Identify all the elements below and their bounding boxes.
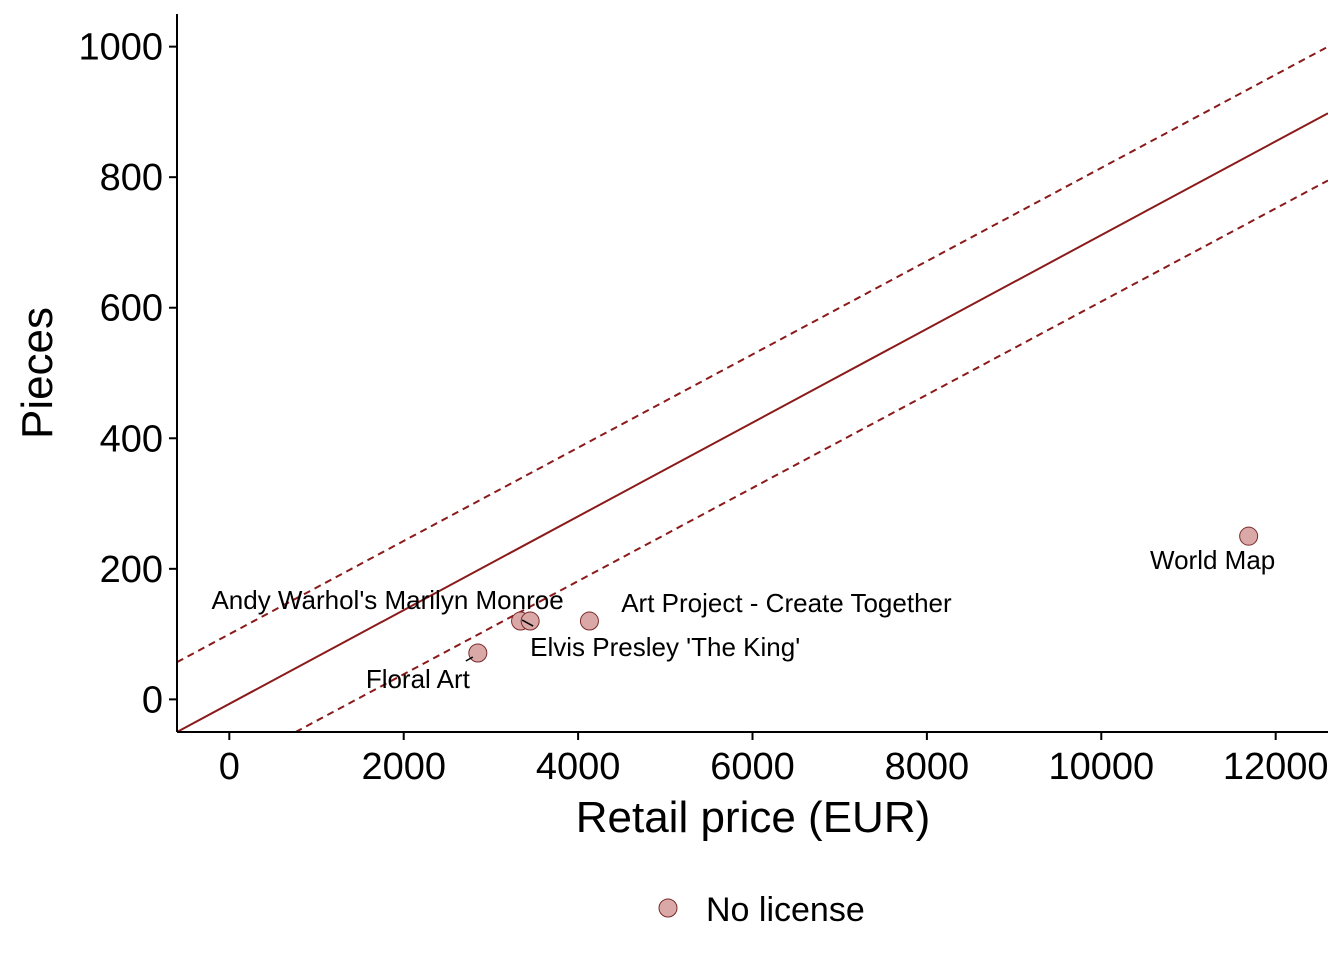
data-point (1239, 526, 1259, 546)
y-tick-label: 400 (100, 418, 163, 460)
label-leader-line (465, 656, 474, 662)
x-axis-title: Retail price (EUR) (576, 793, 931, 842)
legend-key-no-license (658, 898, 678, 918)
x-tick-label: 0 (219, 746, 240, 788)
legend-label-no-license: No license (706, 891, 865, 929)
axes: 0 2000 4000 6000 8000 10000 12000 0 200 400 600 800… (78, 14, 1329, 788)
x-tick-label: 2000 (361, 746, 446, 788)
data-point (579, 611, 599, 631)
data-point (520, 611, 540, 631)
fit-line (177, 112, 1328, 732)
x-tick-label: 8000 (885, 746, 970, 788)
data-points (468, 526, 1259, 663)
y-tick-label: 800 (100, 157, 163, 199)
upper-bound-line (177, 45, 1328, 664)
x-tick-label: 10000 (1048, 746, 1154, 788)
point-label: Floral Art (366, 664, 471, 694)
point-labels: Andy Warhol's Marilyn Monroe Elvis Presle… (211, 545, 1275, 694)
point-label: Art Project - Create Together (621, 588, 952, 618)
y-tick-label: 1000 (78, 27, 163, 69)
data-point (468, 643, 488, 663)
y-tick-label: 0 (142, 679, 163, 721)
lower-bound-line (295, 179, 1328, 732)
point-label: World Map (1150, 545, 1275, 575)
trend-lines (177, 45, 1328, 732)
y-axis-title: Pieces (13, 307, 62, 439)
point-label: Andy Warhol's Marilyn Monroe (211, 585, 563, 615)
legend: No license (658, 891, 865, 929)
x-tick-label: 6000 (710, 746, 795, 788)
label-leader-line (521, 619, 534, 627)
y-tick-label: 600 (100, 288, 163, 330)
y-tick-label: 200 (100, 549, 163, 591)
x-tick-label: 12000 (1223, 746, 1329, 788)
x-tick-label: 4000 (536, 746, 621, 788)
point-label: Elvis Presley 'The King' (530, 632, 800, 662)
